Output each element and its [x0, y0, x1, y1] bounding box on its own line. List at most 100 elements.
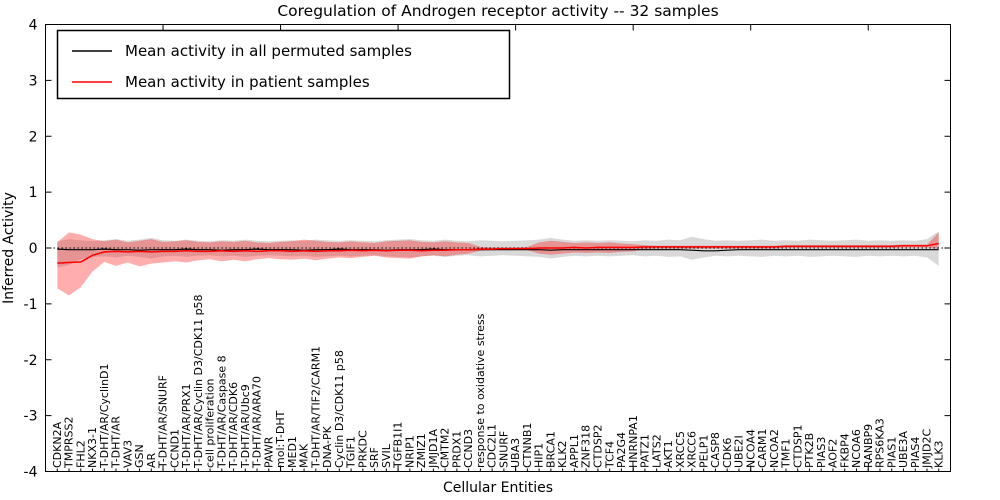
entity-label: PIAS1	[885, 437, 898, 468]
entity-label: T-DHT/AR	[110, 416, 123, 469]
y-tick-label: 3	[29, 73, 38, 89]
entity-label: ZNF318	[580, 425, 593, 468]
entity-label: TGIF1	[345, 436, 358, 469]
x-axis-label: Cellular Entities	[443, 480, 553, 496]
entity-label: BRCA1	[545, 431, 558, 468]
entity-label: DNA-PK	[321, 425, 334, 468]
entity-label: VAV3	[121, 440, 134, 468]
entity-label: KLK3	[932, 440, 945, 468]
entity-label: T-DHT/AR/PRX1	[180, 383, 193, 469]
entity-label: CCND1	[168, 429, 181, 468]
entity-label: SRF	[368, 447, 381, 468]
entity-label: T-DHT/AR/SNURF	[157, 375, 170, 469]
entity-label: JMJD2C	[921, 429, 934, 469]
permuted-mean-line	[57, 248, 939, 252]
entity-label: NCOA2	[768, 429, 781, 468]
entity-label: PAWR	[262, 436, 275, 468]
entity-label: PRDX1	[451, 431, 464, 468]
entity-label: T-DHT/AR/Caspase 8	[215, 355, 228, 469]
entity-label: KLK2	[556, 440, 569, 468]
legend-box	[56, 29, 511, 100]
entity-label: T-DHT/AR/Cyclin D3/CDK11 p58	[192, 294, 205, 469]
entity-label: AOF2	[827, 439, 840, 468]
y-tick-label: -3	[24, 409, 38, 425]
entity-label: SNURF	[498, 431, 511, 468]
entity-label: CTDSP1	[791, 425, 804, 468]
entity-label: mol:T-DHT	[274, 410, 287, 468]
entity-label: PELP1	[697, 435, 710, 468]
entity-label: PIAS3	[815, 437, 828, 468]
legend-label-permuted: Mean activity in all permuted samples	[125, 42, 412, 60]
entity-label: HIP1	[533, 443, 546, 468]
entity-label: FHL2	[74, 440, 87, 468]
entity-label: MAK	[298, 443, 311, 468]
y-axis-label: Inferred Activity	[1, 192, 17, 304]
entity-label: NRIP1	[404, 435, 417, 468]
entity-label: XRCC6	[686, 431, 699, 468]
legend-label-patient: Mean activity in patient samples	[125, 73, 370, 91]
entity-label-layer: CDKN2ATMPRSS2FHL2NKX3-1T-DHT/AR/CyclinD1…	[51, 294, 945, 469]
entity-label: JMJD1A	[427, 429, 440, 469]
entity-label: T-DHT/AR/TIF2/CARM1	[309, 346, 322, 469]
band-layer	[57, 231, 939, 296]
entity-label: PIAS4	[909, 437, 922, 468]
y-tick-label: 4	[29, 18, 38, 34]
entity-label: LATS2	[650, 434, 663, 468]
entity-label: SVIL	[380, 443, 393, 468]
legend: Mean activity in all permuted samples Me…	[56, 29, 511, 100]
entity-label: CMTM2	[439, 428, 452, 468]
entity-label: UBE2I	[733, 435, 746, 468]
entity-label: CASP8	[709, 432, 722, 468]
entity-label: PA2G4	[615, 432, 628, 468]
entity-label: TGFB1I1	[392, 422, 405, 469]
entity-label: XRCC5	[674, 431, 687, 468]
entity-label: HNRNPA1	[627, 415, 640, 468]
entity-label: FKBP4	[838, 433, 851, 468]
entity-label: NCOA4	[744, 429, 757, 468]
y-tick-label: 1	[29, 185, 38, 201]
entity-label: CDC2L1	[486, 424, 499, 468]
entity-label: RANBP9	[862, 424, 875, 468]
entity-label: CCND3	[462, 429, 475, 468]
entity-label: PTK2B	[803, 433, 816, 468]
entity-label: TCF4	[603, 441, 616, 469]
entity-label: AKT1	[662, 440, 675, 468]
plot-frame	[45, 24, 951, 472]
entity-label: GSN	[133, 444, 146, 468]
y-tick-label: -2	[24, 353, 38, 369]
series-line-layer	[57, 242, 939, 264]
entity-label: T-DHT/AR/ARA70	[251, 376, 264, 469]
entity-label: response to oxidative stress	[474, 313, 487, 468]
patient-mean-line	[57, 242, 939, 264]
y-tick-label: 0	[29, 241, 38, 257]
entity-label: CDKN2A	[51, 421, 64, 468]
entity-label: TMF1	[780, 438, 793, 469]
y-tick-label: 2	[29, 129, 38, 145]
y-tick-label: -4	[24, 465, 38, 481]
y-tick-label: -1	[24, 297, 38, 313]
entity-label: UBA3	[509, 438, 522, 468]
entity-label: ZMIZ1	[415, 433, 428, 468]
entity-label: RPS6KA3	[874, 418, 887, 468]
entity-label: AR	[145, 452, 158, 468]
entity-label: T-DHT/AR/CDK6	[227, 382, 240, 469]
entity-label: T-DHT/AR/CyclinD1	[98, 363, 111, 469]
entity-label: MED1	[286, 436, 299, 468]
entity-label: PRKDC	[356, 430, 369, 468]
entity-label: Cyclin D3/CDK11 p58	[333, 350, 346, 468]
entity-label: TMPRSS2	[63, 417, 76, 469]
entity-label: CDK6	[721, 438, 734, 468]
entity-label: UBE3A	[897, 430, 910, 468]
entity-label: APPL1	[568, 434, 581, 468]
entity-label: NCOA6	[850, 429, 863, 468]
entity-label: cell proliferation	[204, 378, 217, 468]
chart-title: Coregulation of Androgen receptor activi…	[277, 2, 718, 20]
entity-label: T-DHT/AR/Ubc9	[239, 384, 252, 469]
tick-layer: -4 -3 -2 -1 0 1 2 3 4	[24, 18, 951, 481]
entity-label: CTDSP2	[592, 425, 605, 468]
entity-label: NKX3-1	[86, 427, 99, 468]
entity-label: CARM1	[756, 429, 769, 468]
entity-label: CTNNB1	[521, 423, 534, 468]
